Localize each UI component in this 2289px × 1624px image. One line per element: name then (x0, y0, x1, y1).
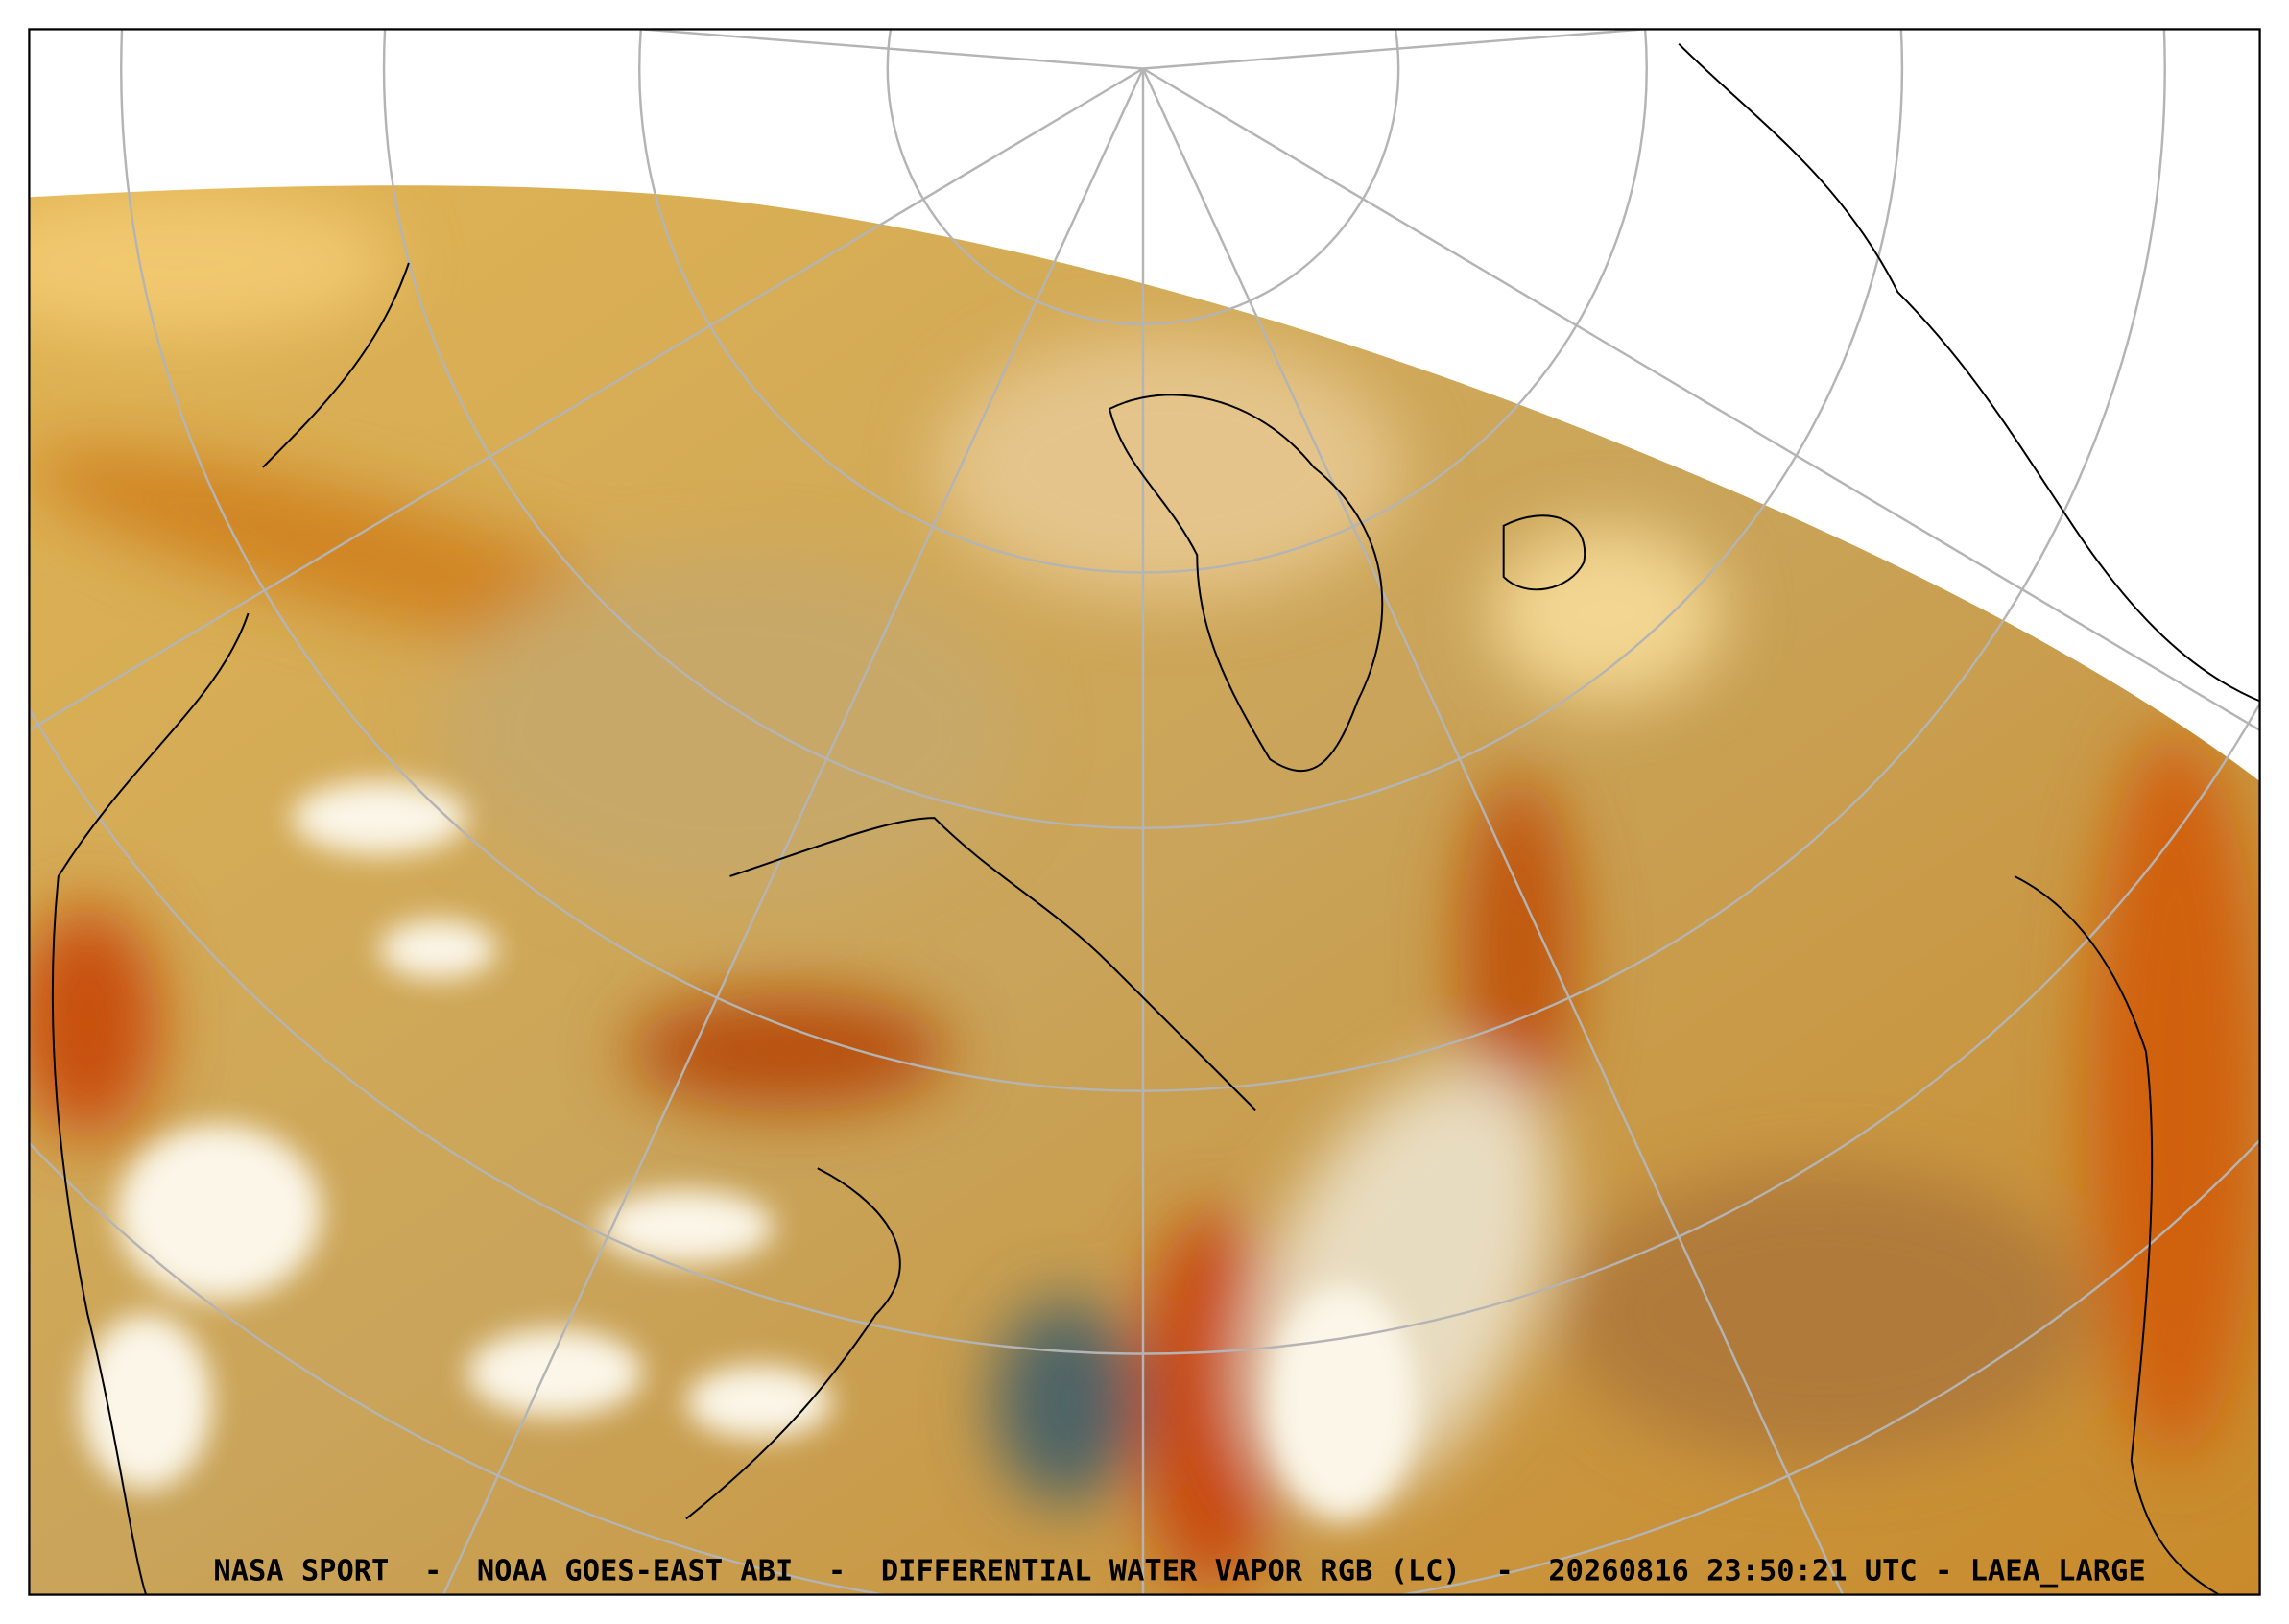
imagery (29, 185, 2260, 1595)
coastlines (51, 42, 2260, 1595)
caption: NASA SPORT - NOAA GOES-EAST ABI - DIFFER… (213, 1554, 2145, 1588)
map-border (28, 28, 2261, 1596)
